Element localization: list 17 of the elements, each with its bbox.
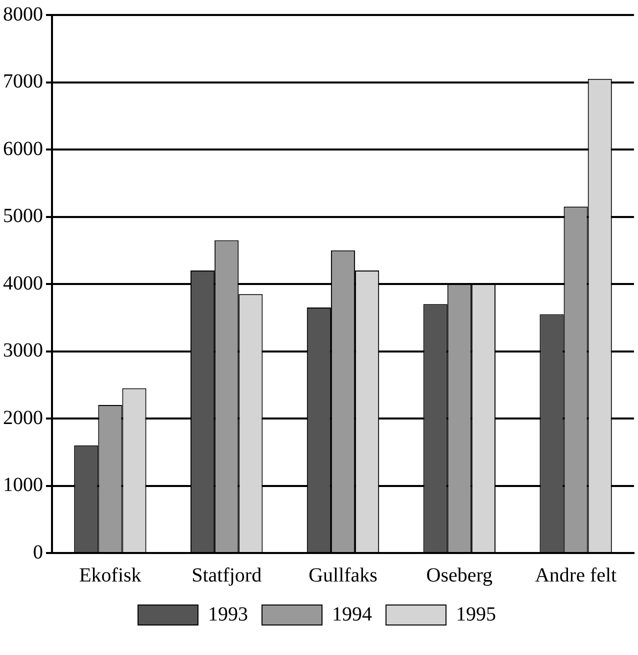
y-tick-label: 6000: [3, 138, 43, 160]
legend-label: 1994: [332, 603, 372, 626]
x-tick-label: Andre felt: [534, 564, 618, 586]
x-tick-label: Oseberg: [426, 564, 493, 586]
x-tick-label: Statfjord: [192, 564, 262, 586]
y-tick-label: 7000: [3, 70, 43, 92]
y-tick-label: 8000: [3, 3, 43, 26]
y-tick-label: 2000: [3, 406, 43, 429]
legend-label: 1993: [208, 603, 248, 626]
y-tick-label: 0: [33, 541, 43, 564]
y-tick-label: 4000: [3, 272, 43, 294]
y-tick-label: 3000: [3, 340, 43, 362]
y-tick-label: 1000: [3, 474, 43, 496]
x-tick-label: Gullfaks: [308, 564, 378, 586]
y-tick-label: 5000: [3, 205, 43, 227]
legend-label: 1995: [456, 603, 496, 626]
x-tick-label: Ekofisk: [79, 564, 142, 586]
